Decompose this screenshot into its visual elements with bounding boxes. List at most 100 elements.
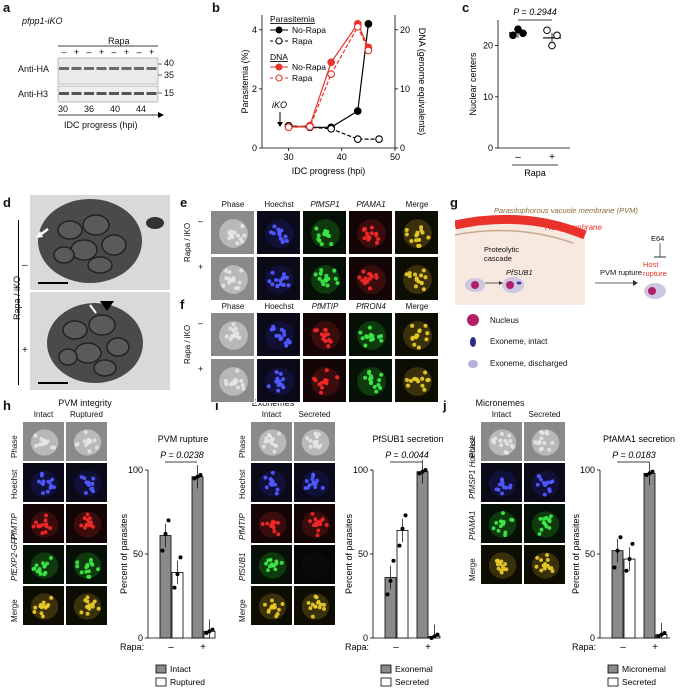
c-xtick: + [549, 152, 555, 163]
j-micrograph-tile [480, 503, 523, 544]
mw-35: 35 [164, 70, 175, 80]
i-ytick: 100 [353, 465, 368, 475]
electron-micrographs [30, 195, 170, 390]
chart-c: 0 10 20 Nuclear centers – +Rapa P = 0.2944 [468, 7, 570, 178]
h-title: PVM integrity [58, 398, 112, 408]
i-row-label: PfMTIP [238, 513, 247, 540]
time-30: 30 [58, 104, 69, 114]
b-legend-parasitemia: Parasitemia [270, 14, 315, 24]
b-point [306, 122, 314, 131]
i-bar [416, 471, 429, 639]
f-plus: + [198, 364, 204, 374]
i-point [423, 468, 428, 472]
c-rapa-label: Rapa [524, 168, 546, 178]
h-micrograph-tile [65, 544, 108, 585]
i-point [397, 543, 402, 548]
j-point [647, 471, 652, 476]
c-xtick: – [515, 152, 521, 163]
b-ylabel-right: DNA (genome equivalents) [417, 28, 427, 136]
i-ylabel: Percent of parasites [344, 513, 354, 594]
panel-label-h: h [3, 398, 11, 413]
b-ytick-left: 0 [252, 143, 257, 153]
e-micrograph-tile [348, 256, 393, 301]
h-bar [191, 476, 204, 639]
j-chart-title: PfAMA1 secretion [603, 434, 675, 444]
j-bar [611, 550, 624, 639]
j-point [615, 548, 620, 553]
b-point [364, 20, 373, 28]
i-micrograph-tile [250, 421, 293, 462]
f-micrograph-tile [348, 312, 393, 357]
ha-band [121, 67, 132, 70]
j-legend-entry: Micronemal [622, 664, 666, 674]
b-xtick: 30 [284, 152, 294, 162]
mw-15: 15 [164, 88, 175, 98]
i-micrograph-tile [250, 544, 293, 585]
e-col-hoechst: Hoechst [264, 200, 294, 209]
time-36: 36 [84, 104, 95, 114]
pvm-label: Parasitophorous vacuole membrane (PVM) [494, 206, 638, 215]
b-legend-entry: No-Rapa [292, 62, 326, 72]
i-row-label: Merge [238, 599, 247, 622]
h-xlabel: Rapa: [120, 642, 144, 652]
ha-band [71, 67, 82, 70]
i-point [417, 471, 422, 476]
panel-label-j: j [443, 398, 447, 413]
b-point [353, 22, 362, 31]
j-row-label: PfAMA1 [468, 510, 477, 540]
h-legend-entry: Intact [170, 664, 191, 674]
panel-label-a: a [3, 0, 11, 15]
j-point [659, 632, 664, 637]
anti-ha-label: Anti-HA [18, 64, 50, 74]
b-legend-entry: No-Rapa [292, 25, 326, 35]
j-xtick: + [652, 642, 658, 653]
j-row-label: PfMSP1 Hoechst [468, 438, 477, 499]
h-ylabel: Percent of parasites [119, 513, 129, 594]
ha-band [146, 67, 157, 70]
c-point [509, 31, 517, 40]
chart-h: PVM rupture 0 50 100 Percent of parasites – + R… [119, 434, 216, 687]
h-point [204, 630, 209, 635]
i-row-label: PfSUB1 [238, 552, 247, 581]
j-point [662, 630, 667, 635]
b-point [353, 107, 362, 115]
h3-band [96, 92, 107, 95]
b-ytick-left: 2 [252, 84, 257, 94]
c-point [543, 26, 551, 35]
panel-label-b: b [212, 0, 220, 15]
i-micrograph-tile [250, 503, 293, 544]
construct-label: pfpp1-iKO [22, 16, 63, 26]
a-treat-mark: – [61, 47, 66, 57]
h-xtick: – [168, 642, 174, 653]
i-row-label: Phase [238, 435, 247, 458]
panel-label-e: e [180, 195, 188, 210]
i-micrograph-tile [293, 462, 336, 503]
ha-band [109, 67, 119, 70]
h-point [207, 629, 212, 634]
time-44: 44 [136, 104, 147, 114]
legend-icons [467, 314, 479, 368]
j-xlabel: Rapa: [572, 642, 596, 652]
f-col-ron4: PfRON4 [356, 302, 386, 311]
b-point [327, 58, 336, 67]
b-point [364, 46, 373, 55]
d-plus: + [22, 345, 28, 356]
f-col-mtip: PfMTIP [311, 302, 339, 311]
j-point [630, 541, 635, 546]
time-40: 40 [110, 104, 121, 114]
b-xlabel: IDC progress (hpi) [292, 166, 366, 176]
e-micrograph-tile [256, 210, 301, 255]
j-micrograph-tile [480, 462, 523, 503]
a-treat-mark: + [149, 47, 154, 57]
f-minus: – [198, 318, 204, 328]
h-point [195, 474, 200, 479]
j-bar [643, 472, 656, 639]
j-ytick: 100 [580, 465, 595, 475]
h-row-label: Merge [10, 599, 19, 622]
j-ytick: 0 [590, 633, 595, 643]
b-point [327, 124, 336, 133]
j-point [618, 535, 623, 540]
j-micrograph-tile [480, 421, 523, 462]
host-rupture-label: Host rupture [643, 260, 667, 278]
ha-band [59, 67, 69, 70]
